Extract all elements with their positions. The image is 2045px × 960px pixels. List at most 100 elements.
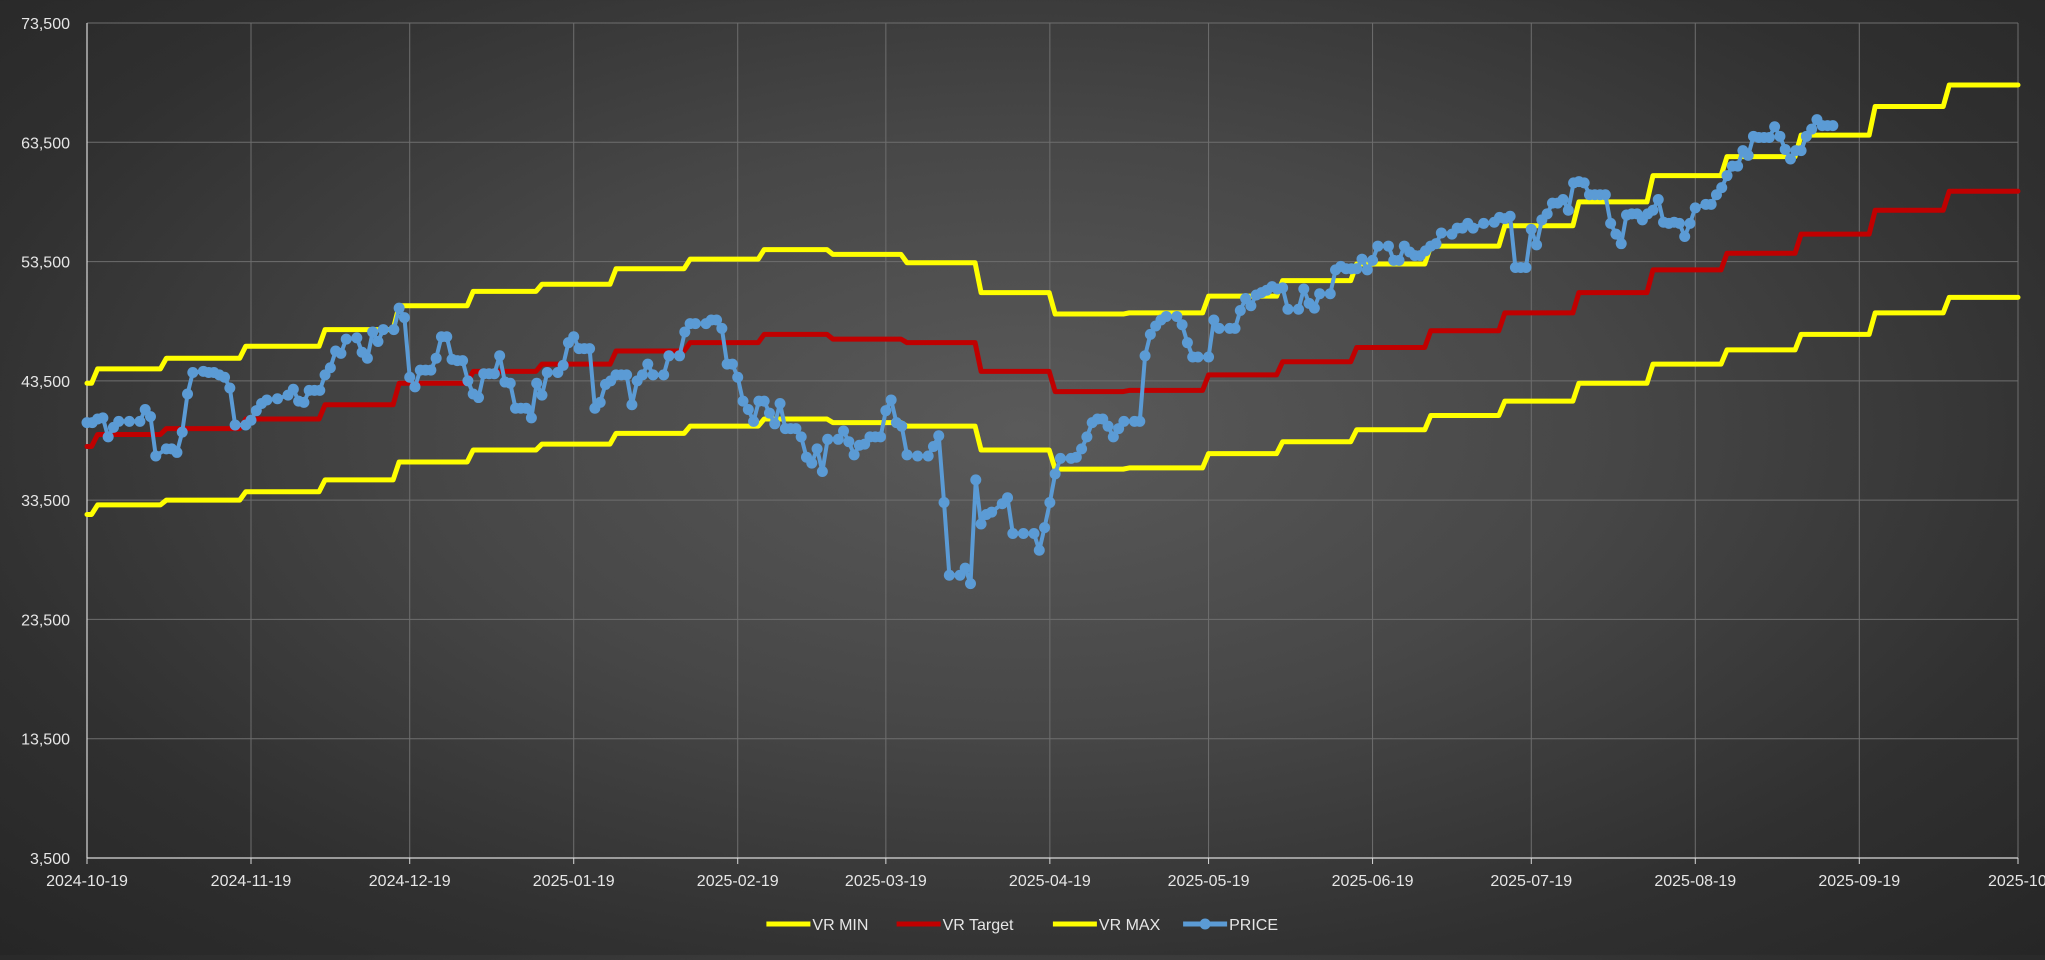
- price-point: [1599, 189, 1611, 201]
- x-tick-label: 2025-01-19: [533, 873, 615, 890]
- price-point: [1308, 302, 1320, 314]
- price-point: [287, 383, 299, 395]
- price-point: [531, 377, 543, 389]
- legend-item-vr-max: VR MAX: [1052, 917, 1161, 934]
- legend-label: VR MIN: [812, 917, 868, 934]
- price-point: [144, 411, 156, 423]
- price-point: [1827, 120, 1839, 132]
- price-point: [472, 392, 484, 404]
- price-point: [880, 405, 892, 417]
- price-point: [1208, 314, 1220, 326]
- price-point: [176, 426, 188, 438]
- price-point: [1372, 240, 1384, 252]
- grid-lines: [86, 22, 2019, 858]
- price-point: [838, 425, 850, 437]
- x-tick-label: 2024-12-19: [369, 873, 451, 890]
- price-point: [425, 364, 437, 376]
- price-point: [774, 398, 786, 410]
- price-point: [1684, 217, 1696, 229]
- price-point: [938, 497, 950, 509]
- price-point: [943, 569, 955, 581]
- price-point: [901, 449, 913, 461]
- price-point: [504, 377, 516, 389]
- price-point: [372, 335, 384, 347]
- price-point: [1277, 282, 1289, 294]
- legend-item-vr-min: VR MIN: [766, 917, 868, 934]
- x-tick-label: 2025-04-19: [1009, 873, 1091, 890]
- price-point: [457, 355, 469, 367]
- y-tick-label: 73,500: [21, 16, 70, 33]
- price-point: [758, 395, 770, 407]
- price-point: [726, 358, 738, 370]
- y-tick-label: 63,500: [21, 135, 70, 152]
- x-tick-label: 2025-03-19: [845, 873, 927, 890]
- price-point: [748, 415, 760, 427]
- price-point: [367, 326, 379, 338]
- price-point: [1144, 328, 1156, 340]
- price-point: [171, 446, 183, 458]
- price-point: [1044, 497, 1056, 509]
- price-point: [1070, 451, 1082, 463]
- price-point: [737, 395, 749, 407]
- price-point: [964, 578, 976, 590]
- price-point: [1033, 544, 1045, 556]
- price-point: [335, 347, 347, 359]
- price-point: [1774, 130, 1786, 142]
- price-point: [97, 412, 109, 424]
- price-point: [1203, 351, 1215, 363]
- price-point: [636, 369, 648, 381]
- price-point: [1605, 217, 1617, 229]
- price-point: [732, 371, 744, 383]
- series-vr-min: [84, 294, 2021, 517]
- series-line-vr-min: [84, 294, 2021, 517]
- price-point: [959, 562, 971, 574]
- price-point: [885, 394, 897, 406]
- price-point: [1504, 210, 1516, 222]
- x-tick-label: 2025-10-: [1988, 873, 2045, 890]
- price-point: [1393, 254, 1405, 266]
- price-point: [541, 367, 553, 379]
- price-point: [763, 407, 775, 419]
- legend-label: PRICE: [1229, 917, 1278, 934]
- price-point: [1705, 198, 1717, 210]
- price-point: [1763, 132, 1775, 144]
- legend-label: VR Target: [943, 917, 1014, 934]
- price-point: [1557, 194, 1569, 206]
- price-point: [626, 399, 638, 411]
- price-point: [986, 506, 998, 518]
- price-point: [1176, 319, 1188, 331]
- price-point: [1367, 254, 1379, 266]
- price-point: [271, 393, 283, 405]
- price-point: [219, 371, 231, 383]
- x-tick-label: 2025-08-19: [1654, 873, 1736, 890]
- price-point: [1081, 431, 1093, 443]
- price-point: [1689, 202, 1701, 214]
- price-point: [621, 369, 633, 381]
- price-point: [912, 450, 924, 462]
- price-point: [1049, 468, 1061, 480]
- price-point: [102, 431, 114, 443]
- price-point: [388, 324, 400, 336]
- price-point: [816, 466, 828, 478]
- y-tick-label: 23,500: [21, 612, 70, 629]
- price-point: [1679, 231, 1691, 243]
- x-tick-label: 2025-02-19: [697, 873, 779, 890]
- price-point: [377, 324, 389, 336]
- price-point: [462, 375, 474, 387]
- price-point: [658, 369, 670, 381]
- price-point: [1017, 528, 1029, 540]
- price-point: [896, 420, 908, 432]
- price-point: [340, 333, 352, 345]
- price-point: [1356, 253, 1368, 265]
- price-point: [1562, 204, 1574, 216]
- price-point: [187, 367, 199, 379]
- price-point: [409, 381, 421, 393]
- price-point: [1531, 239, 1543, 251]
- price-point: [1054, 452, 1066, 464]
- price-point: [123, 415, 135, 427]
- legend-item-vr-target: VR Target: [896, 917, 1014, 934]
- price-point: [525, 412, 537, 424]
- price-point: [1139, 350, 1151, 362]
- price-point: [557, 359, 569, 371]
- series-group: [81, 82, 2021, 590]
